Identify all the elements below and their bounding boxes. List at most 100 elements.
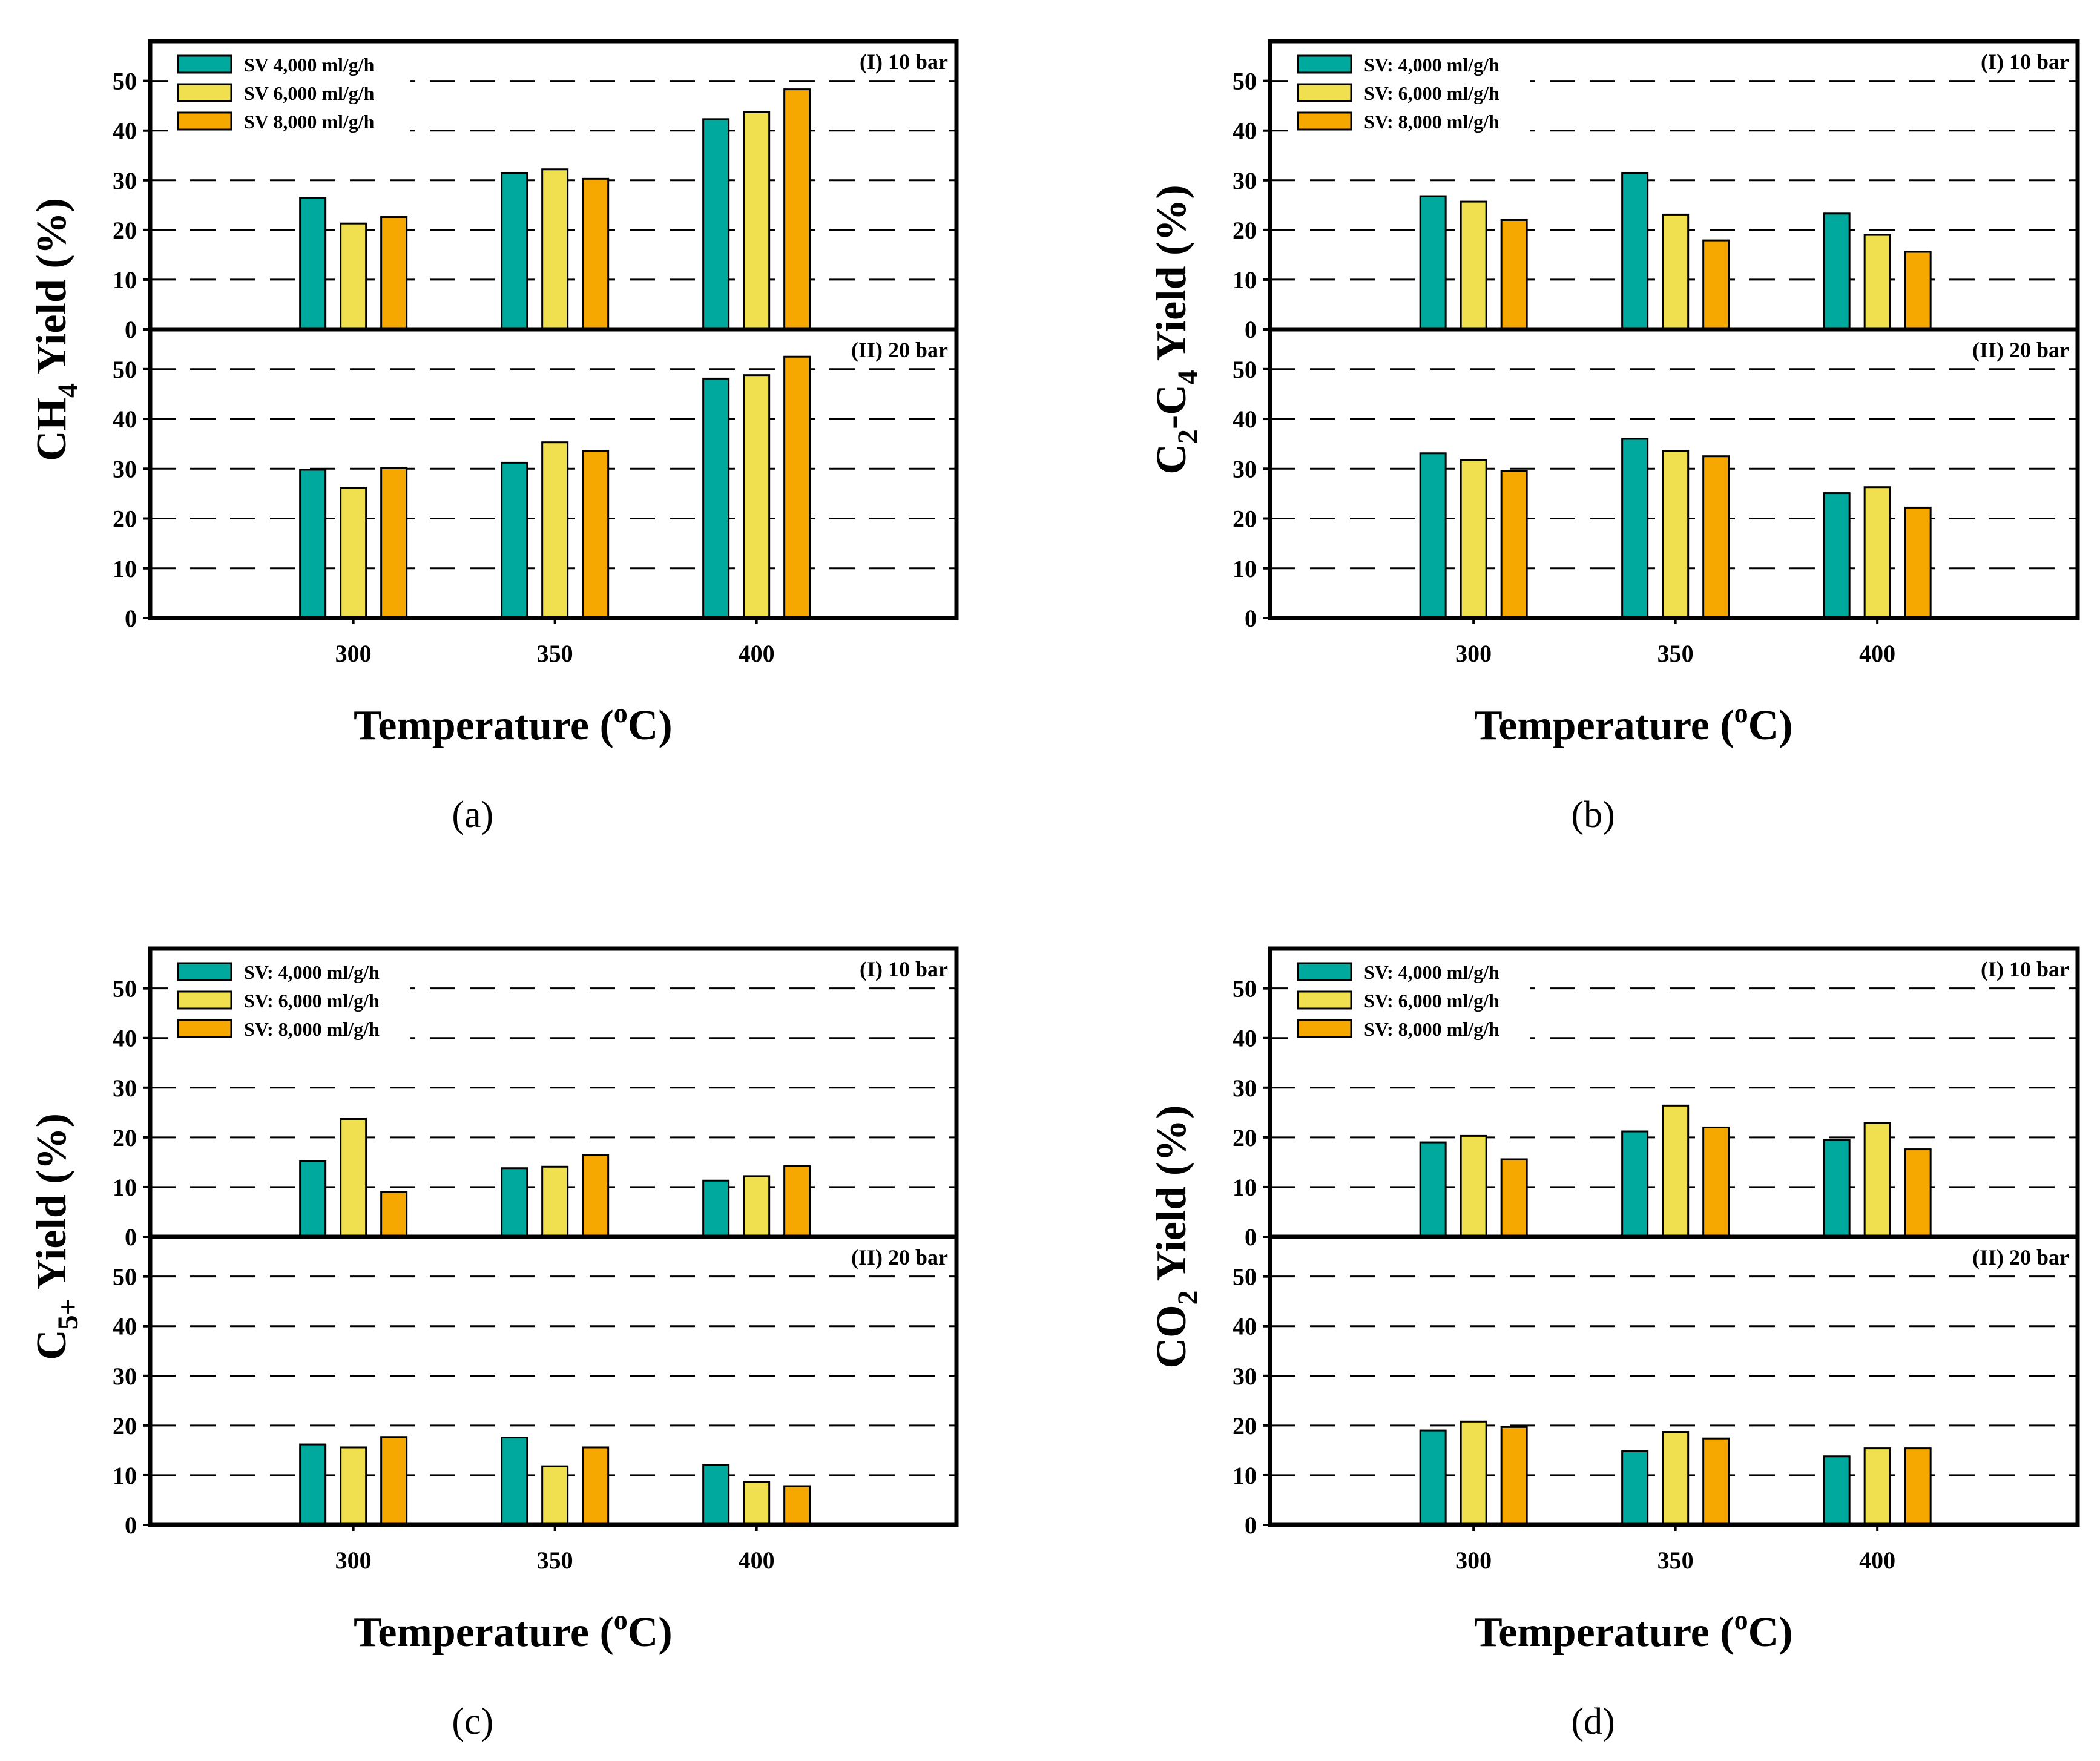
x-axis-label-end: C) bbox=[628, 702, 673, 749]
bar bbox=[340, 1446, 367, 1526]
legend-swatch bbox=[1297, 962, 1352, 981]
bar bbox=[1863, 1122, 1891, 1238]
x-axis-label: Temperature (oC) bbox=[1474, 1604, 1793, 1656]
chart-1: 0 10 20 30 40 50 (I) 10 bar 0 10 20 30 40 50 (II) 20 … bbox=[1148, 39, 2080, 835]
y-tick-label: 50 bbox=[1233, 68, 1257, 95]
bar bbox=[1702, 239, 1730, 331]
y-tick-label: 50 bbox=[1233, 975, 1257, 1002]
y-tick-label: 10 bbox=[113, 1462, 137, 1489]
y-tick-label: 10 bbox=[113, 555, 137, 582]
y-tick-label: 50 bbox=[113, 975, 137, 1002]
legend-swatch bbox=[177, 962, 232, 981]
bar bbox=[299, 469, 327, 619]
bar bbox=[1419, 452, 1447, 619]
x-axis-label-sup: o bbox=[614, 697, 628, 728]
y-axis-label: C2-C4 Yield (%) bbox=[1148, 185, 1204, 474]
x-axis-label-text: Temperature ( bbox=[354, 702, 614, 749]
y-tick-label: 0 bbox=[125, 605, 137, 632]
bar bbox=[541, 1165, 569, 1238]
panel-ii: 0 10 20 30 40 50 (II) 20 bar bbox=[1233, 335, 2078, 632]
y-tick-label: 0 bbox=[1245, 1223, 1257, 1251]
figure-caption: (a) bbox=[452, 794, 493, 835]
bar bbox=[501, 1437, 528, 1526]
legend-label: SV: 4,000 ml/g/h bbox=[1364, 54, 1499, 76]
chart-0: 0 10 20 30 40 50 (I) 10 bar 0 10 20 30 40 50 (II) 20 … bbox=[28, 39, 959, 835]
panel-label-bg bbox=[829, 47, 950, 75]
legend-label: SV 4,000 ml/g/h bbox=[244, 54, 375, 76]
y-tick-label: 30 bbox=[1233, 1363, 1257, 1390]
bar bbox=[1662, 1431, 1690, 1526]
x-axis-label: Temperature (oC) bbox=[354, 697, 673, 749]
legend: SV 4,000 ml/g/h SV 6,000 ml/g/h SV 8,000 m… bbox=[168, 50, 410, 139]
x-tick-label: 300 bbox=[335, 1547, 372, 1574]
bar bbox=[582, 1154, 610, 1238]
panel-ii: 0 10 20 30 40 50 (II) 20 bar bbox=[113, 335, 956, 632]
bar bbox=[501, 171, 528, 331]
bar bbox=[783, 355, 811, 619]
bar bbox=[582, 177, 610, 331]
y-axis-label-rest: Yield (%) bbox=[1148, 1105, 1195, 1291]
y-tick-label: 50 bbox=[1233, 1263, 1257, 1291]
bar bbox=[501, 461, 528, 619]
bar bbox=[1904, 251, 1932, 331]
panel-label: (I) 10 bar bbox=[860, 957, 948, 981]
bar bbox=[1863, 1447, 1891, 1526]
y-axis-label-sub: 2 bbox=[1172, 429, 1204, 444]
figure-caption: (b) bbox=[1571, 794, 1614, 835]
bar bbox=[501, 1167, 528, 1238]
bar bbox=[340, 487, 367, 619]
panel-i: 0 10 20 30 40 50 (I) 10 bar bbox=[113, 47, 956, 343]
x-axis-label-sup: o bbox=[614, 1604, 628, 1635]
bar bbox=[1621, 1130, 1649, 1238]
y-axis-label: CH4 Yield (%) bbox=[28, 198, 84, 461]
y-tick-label: 50 bbox=[1233, 356, 1257, 383]
bar bbox=[1702, 455, 1730, 619]
bar bbox=[1621, 171, 1649, 331]
y-axis-label-rest: Yield (%) bbox=[28, 198, 75, 383]
bar bbox=[702, 1179, 730, 1238]
y-axis-label-rest: -C bbox=[1148, 384, 1195, 429]
panel-label: (II) 20 bar bbox=[851, 338, 948, 362]
bar bbox=[1419, 195, 1447, 331]
y-axis-label: C5+ Yield (%) bbox=[28, 1113, 84, 1360]
y-tick-label: 30 bbox=[113, 455, 137, 482]
bar bbox=[743, 374, 771, 619]
y-tick-label: 40 bbox=[113, 406, 137, 433]
y-tick-label: 50 bbox=[113, 356, 137, 383]
panel-label: (II) 20 bar bbox=[1972, 1245, 2069, 1269]
bar bbox=[299, 1443, 327, 1526]
y-tick-label: 10 bbox=[1233, 266, 1257, 294]
bar bbox=[1863, 486, 1891, 619]
bar bbox=[541, 168, 569, 331]
bar bbox=[783, 1485, 811, 1526]
bar bbox=[582, 1446, 610, 1526]
panel-label-bg bbox=[1950, 335, 2072, 363]
chart-3: 0 10 20 30 40 50 (I) 10 bar 0 10 20 30 40 50 (II) 20 … bbox=[1148, 946, 2080, 1742]
y-tick-label: 40 bbox=[1233, 1025, 1257, 1052]
legend: SV: 4,000 ml/g/h SV: 6,000 ml/g/h SV: 8,00… bbox=[1288, 957, 1530, 1047]
y-tick-label: 20 bbox=[1233, 1412, 1257, 1440]
legend-swatch bbox=[177, 111, 232, 131]
bar bbox=[380, 467, 408, 619]
panel-label-bg bbox=[829, 335, 950, 363]
y-tick-label: 10 bbox=[1233, 555, 1257, 582]
bar bbox=[1460, 1420, 1487, 1526]
legend-label: SV: 8,000 ml/g/h bbox=[1364, 1018, 1499, 1040]
panel-label-bg bbox=[829, 1243, 950, 1271]
bar bbox=[541, 441, 569, 619]
y-tick-label: 40 bbox=[113, 117, 137, 145]
bar bbox=[1419, 1141, 1447, 1238]
x-tick-label: 400 bbox=[1859, 640, 1895, 667]
legend-label: SV: 8,000 ml/g/h bbox=[244, 1018, 380, 1040]
bar bbox=[380, 1436, 408, 1526]
panel-label-bg bbox=[829, 955, 950, 983]
y-tick-label: 20 bbox=[1233, 217, 1257, 244]
x-tick-label: 300 bbox=[1455, 1547, 1492, 1574]
x-tick-label: 350 bbox=[537, 640, 573, 667]
legend-swatch bbox=[177, 990, 232, 1010]
figure-caption: (c) bbox=[452, 1701, 493, 1742]
legend-label: SV: 8,000 ml/g/h bbox=[1364, 111, 1499, 133]
x-axis-label-end: C) bbox=[628, 1609, 673, 1656]
y-tick-label: 0 bbox=[125, 1223, 137, 1251]
bar bbox=[1662, 213, 1690, 331]
